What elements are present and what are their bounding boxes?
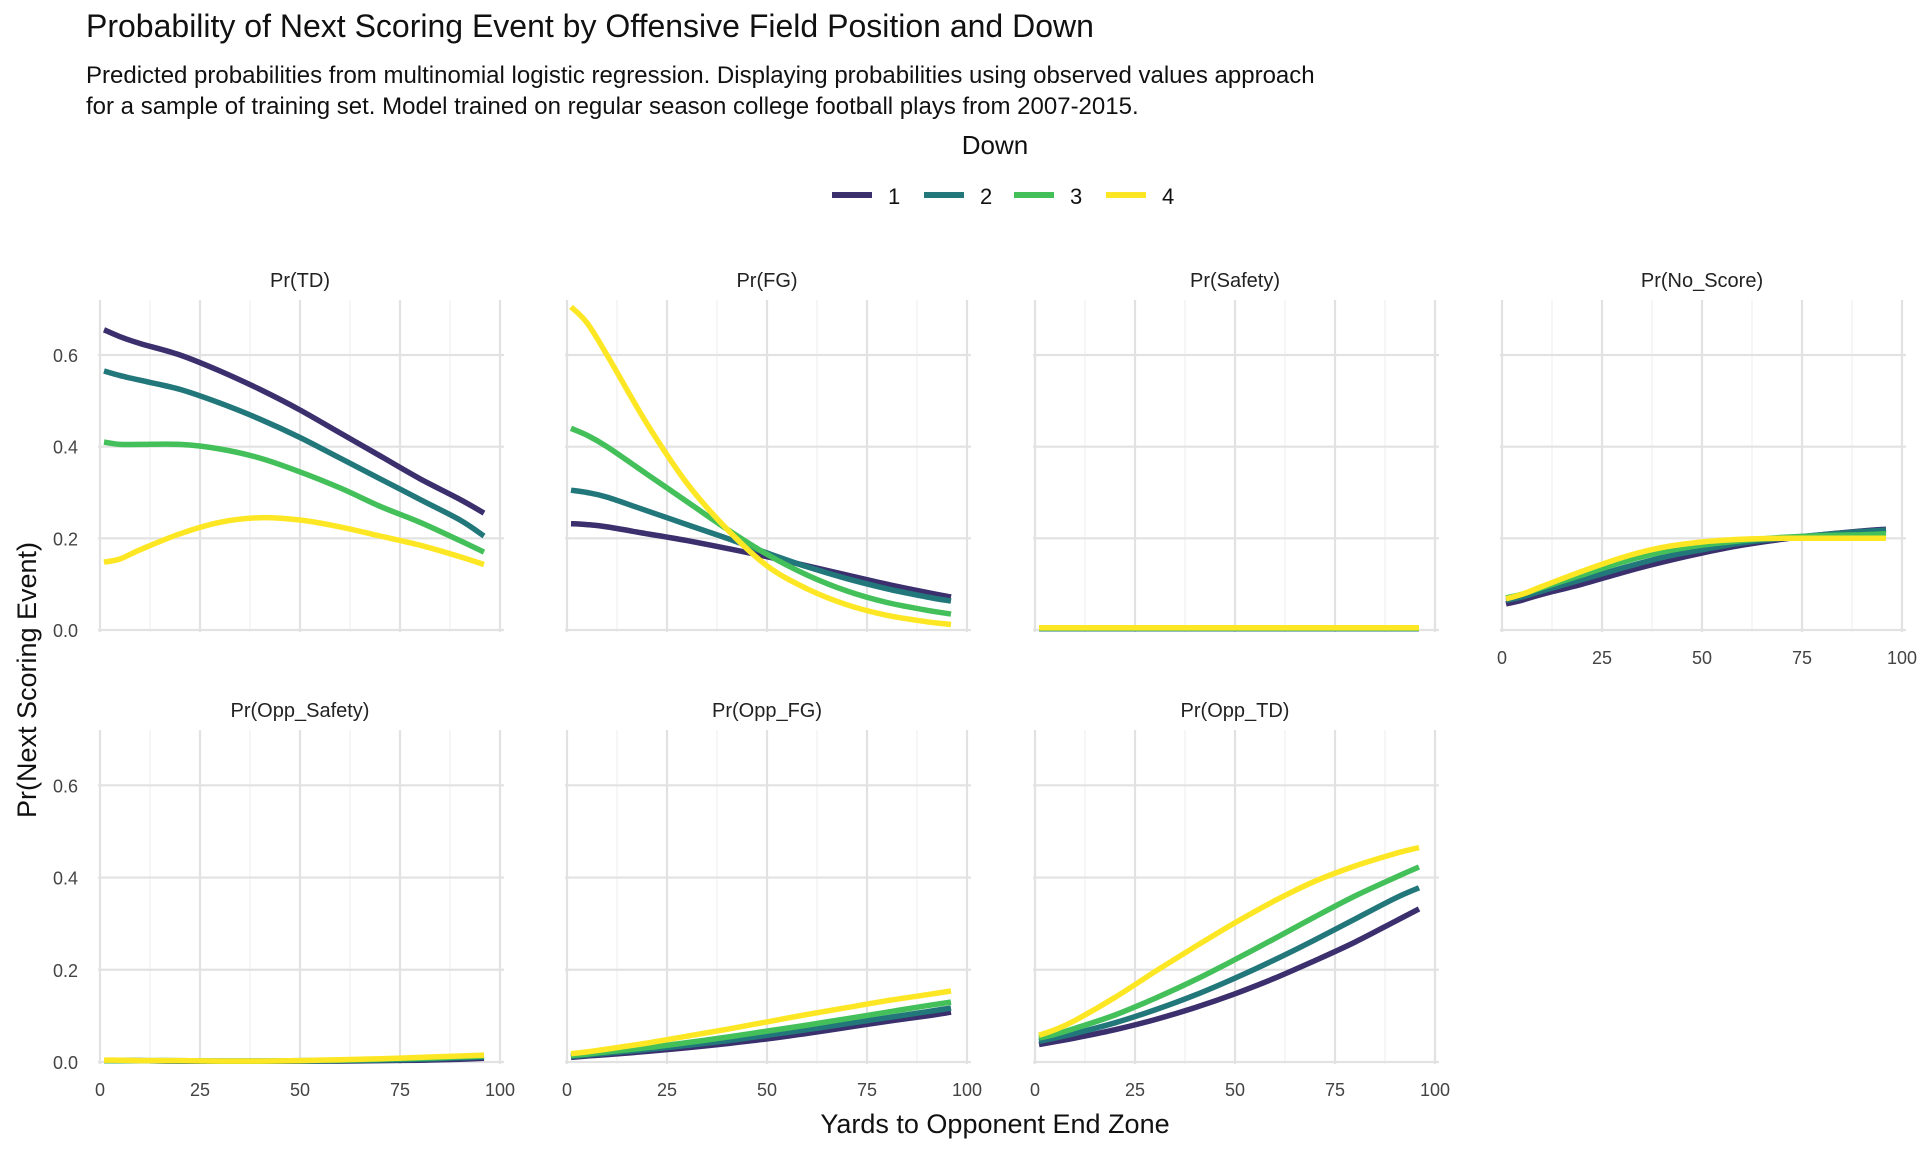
x-tick-label: 50: [1692, 648, 1712, 668]
x-tick-label: 100: [485, 1080, 515, 1100]
series-line-down-4: [569, 304, 952, 628]
x-tick-label: 50: [1225, 1080, 1245, 1100]
series-line-down-4: [103, 1052, 485, 1064]
subtitle-line-1: Predicted probabilities from multinomial…: [86, 62, 1315, 89]
series-line-down-3: [569, 425, 952, 617]
x-tick-label: 75: [390, 1080, 410, 1100]
panel-grid: Pr(TD) 0.0 0.2 0.4 0.6 Pr(FG) Pr(Safety) Pr(No_…: [53, 270, 1917, 1100]
series-line-down-2: [103, 368, 486, 539]
x-tick-label: 75: [1325, 1080, 1345, 1100]
chart-subtitle: Predicted probabilities from multinomial…: [86, 60, 1315, 122]
legend-label-3: 3: [1070, 184, 1082, 209]
panel-pr-opp-td: Pr(Opp_TD) 0 25 50 75 100: [1030, 700, 1450, 1100]
x-tick-label: 50: [757, 1080, 777, 1100]
y-axis-title: Pr(Next Scoring Event): [12, 542, 42, 818]
panel-pr-fg: Pr(FG): [565, 270, 971, 632]
x-tick-label: 100: [1887, 648, 1917, 668]
legend-label-1: 1: [888, 184, 900, 209]
legend-label-4: 4: [1162, 184, 1174, 209]
x-tick-label: 25: [190, 1080, 210, 1100]
axis-titles: Yards to Opponent End Zone Pr(Next Scorin…: [12, 542, 1170, 1139]
panel-title: Pr(No_Score): [1641, 270, 1763, 292]
panel-pr-td: Pr(TD) 0.0 0.2 0.4 0.6: [53, 270, 504, 641]
series-line-down-4: [103, 514, 485, 568]
y-tick-label: 0.0: [53, 621, 78, 641]
x-tick-label: 0: [562, 1080, 572, 1100]
series-line-down-2: [1038, 885, 1421, 1044]
legend-title: Down: [962, 130, 1028, 160]
chart-title: Probability of Next Scoring Event by Off…: [86, 8, 1094, 44]
panel-pr-no-score: Pr(No_Score) 0 25 50 75 100: [1497, 270, 1917, 668]
subtitle-line-2: for a sample of training set. Model trai…: [86, 93, 1139, 120]
panel-title: Pr(FG): [736, 270, 797, 292]
y-tick-label: 0.4: [53, 438, 78, 458]
x-tick-label: 75: [1792, 648, 1812, 668]
panel-pr-opp-safety: Pr(Opp_Safety) 0.0 0.2 0.4 0.6 0 25 50 75 100: [53, 700, 515, 1100]
panel-title: Pr(TD): [270, 270, 330, 292]
series-line-down-3: [103, 439, 486, 555]
y-tick-label: 0.0: [53, 1053, 78, 1073]
legend: Down 1 2 3 4: [832, 130, 1174, 209]
series-line-down-4: [570, 988, 952, 1057]
x-tick-label: 0: [95, 1080, 105, 1100]
panel-title: Pr(Opp_FG): [712, 700, 822, 722]
y-tick-label: 0.2: [53, 961, 78, 981]
x-tick-label: 100: [1420, 1080, 1450, 1100]
series-line-down-4: [1038, 844, 1420, 1038]
x-tick-label: 0: [1497, 648, 1507, 668]
x-tick-label: 75: [857, 1080, 877, 1100]
panel-pr-safety: Pr(Safety): [1033, 270, 1439, 632]
x-tick-label: 25: [657, 1080, 677, 1100]
y-tick-label: 0.6: [53, 776, 78, 796]
series-line-down-3: [1038, 864, 1421, 1041]
panel-title: Pr(Opp_TD): [1181, 700, 1290, 722]
x-axis-title: Yards to Opponent End Zone: [820, 1109, 1169, 1139]
y-tick-label: 0.2: [53, 529, 78, 549]
series-line-down-1: [102, 327, 486, 516]
x-tick-label: 25: [1592, 648, 1612, 668]
legend-label-2: 2: [980, 184, 992, 209]
panel-pr-opp-fg: Pr(Opp_FG) 0 25 50 75 100: [562, 700, 982, 1100]
x-tick-label: 50: [290, 1080, 310, 1100]
series-line-down-1: [1038, 906, 1421, 1048]
x-tick-label: 100: [952, 1080, 982, 1100]
x-tick-label: 25: [1125, 1080, 1145, 1100]
y-tick-label: 0.6: [53, 346, 78, 366]
x-tick-label: 0: [1030, 1080, 1040, 1100]
series-line-down-4: [1505, 535, 1886, 602]
panel-title: Pr(Opp_Safety): [231, 700, 370, 722]
y-tick-label: 0.4: [53, 869, 78, 889]
panel-title: Pr(Safety): [1190, 270, 1280, 292]
